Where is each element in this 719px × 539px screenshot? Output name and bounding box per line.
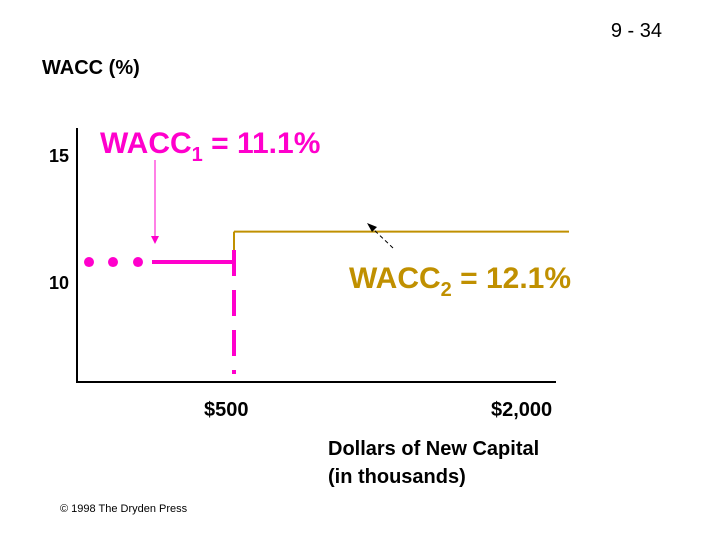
wacc1-dot [133, 257, 143, 268]
wacc2-arrowhead [367, 223, 377, 232]
wacc1-series [84, 250, 236, 374]
x-tick-label-500: $500 [204, 399, 249, 421]
y-axis-label: WACC (%) [42, 57, 140, 79]
wacc2-arrow [371, 227, 394, 249]
x-tick-label-2000: $2,000 [491, 399, 552, 421]
wacc2-annotation: WACC2 = 12.1% [349, 262, 571, 301]
x-axis-label-line1: Dollars of New Capital [328, 438, 539, 460]
wacc1-dot [84, 257, 94, 268]
y-tick-label-15: 15 [49, 146, 69, 166]
wacc1-arrowhead [151, 236, 159, 244]
wacc1-dot [108, 257, 118, 268]
y-tick-label-10: 10 [49, 273, 69, 293]
copyright-text: © 1998 The Dryden Press [60, 503, 188, 515]
wacc2-series [233, 230, 569, 254]
wacc1-annotation: WACC1 = 11.1% [100, 127, 320, 166]
slide-number: 9 - 34 [611, 20, 662, 42]
x-axis-label-line2: (in thousands) [328, 466, 466, 488]
